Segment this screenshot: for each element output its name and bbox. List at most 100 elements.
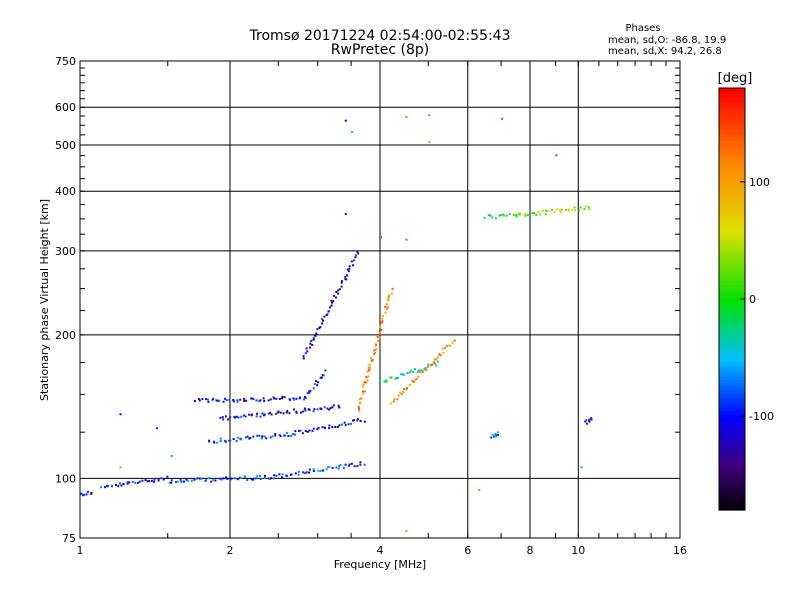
colorbar-segment — [719, 242, 745, 247]
echo-point — [297, 470, 300, 473]
echo-point — [308, 390, 311, 393]
echo-point — [221, 416, 224, 419]
echo-point — [272, 477, 275, 480]
echo-point — [358, 398, 361, 401]
echo-point — [337, 289, 340, 292]
echo-point — [224, 397, 226, 400]
echo-point — [244, 476, 247, 478]
echo-point — [584, 205, 587, 208]
echo-point — [344, 463, 347, 466]
echo-point — [545, 209, 547, 212]
echo-point — [237, 416, 240, 419]
colorbar-segment — [719, 263, 745, 268]
colorbar-segment — [719, 256, 745, 261]
echo-point — [451, 341, 454, 344]
echo-point — [339, 463, 342, 466]
echo-point — [358, 402, 361, 404]
echo-point — [322, 374, 325, 377]
echo-point — [435, 364, 438, 367]
echo-point — [401, 373, 404, 376]
echo-point — [239, 398, 242, 401]
echo-point — [313, 334, 316, 337]
echo-point — [501, 213, 504, 216]
echo-point — [431, 363, 434, 366]
echo-point — [315, 332, 318, 335]
colorbar-segment — [719, 295, 745, 300]
echo-point — [80, 492, 83, 495]
echo-point — [405, 388, 408, 391]
echo-point — [524, 215, 527, 217]
x-tick-label: 6 — [464, 544, 471, 557]
echo-point — [186, 479, 189, 482]
colorbar-segment — [719, 197, 745, 202]
echo-point — [538, 213, 541, 216]
echo-point — [489, 214, 492, 217]
echo-point — [258, 400, 261, 403]
echo-point — [118, 482, 121, 485]
echo-point — [373, 349, 376, 352]
echo-point — [347, 423, 350, 426]
echo-point — [312, 468, 315, 471]
echo-point — [198, 399, 201, 402]
echo-point — [86, 490, 89, 493]
echo-point — [417, 370, 420, 373]
echo-point — [215, 399, 218, 402]
colorbar-segment — [719, 471, 745, 476]
echo-point — [388, 294, 391, 297]
echo-point — [304, 396, 307, 399]
y-tick-label: 750 — [55, 55, 76, 68]
echo-point — [391, 287, 394, 290]
echo-point — [219, 416, 222, 419]
colorbar-segment — [719, 376, 745, 381]
echo-point — [278, 473, 281, 476]
echo-point — [212, 397, 215, 400]
echo-point — [386, 306, 389, 309]
colorbar-segment — [719, 91, 745, 96]
y-tick-label: 400 — [55, 185, 76, 198]
colorbar-segment — [719, 126, 745, 131]
colorbar-segment — [719, 478, 745, 483]
echo-point — [433, 362, 436, 365]
colorbar-segment — [719, 408, 745, 413]
echo-point — [261, 435, 264, 438]
echo-point — [338, 424, 341, 427]
echo-point — [250, 478, 253, 481]
echo-point — [302, 355, 305, 358]
echo-point — [587, 206, 590, 208]
echo-point — [367, 375, 370, 378]
echo-point — [85, 493, 88, 496]
colorbar-segment — [719, 302, 745, 307]
echo-point — [370, 359, 373, 362]
colorbar-segment — [719, 492, 745, 497]
echo-point — [312, 387, 315, 390]
echo-point — [449, 344, 452, 347]
echo-point — [106, 485, 109, 488]
echo-point — [225, 476, 228, 479]
echo-point — [387, 296, 390, 299]
echo-point — [234, 416, 237, 419]
echo-point — [354, 256, 357, 259]
echo-point — [290, 434, 293, 437]
echo-point — [295, 410, 298, 413]
echo-point — [275, 397, 278, 400]
echo-point — [308, 346, 311, 349]
echo-point — [279, 435, 282, 438]
echo-point — [224, 415, 227, 418]
echo-point — [271, 435, 274, 438]
x-tick-label: 10 — [571, 544, 585, 557]
echo-point — [352, 259, 355, 262]
echo-point — [535, 214, 538, 216]
echo-point — [590, 418, 593, 421]
echo-point — [285, 411, 288, 414]
echo-point — [377, 340, 379, 342]
echo-point — [397, 394, 400, 397]
colorbar-segment — [719, 485, 745, 490]
echo-point — [348, 267, 351, 270]
echo-point — [273, 474, 276, 477]
echo-point — [424, 367, 427, 370]
echo-point — [337, 467, 340, 470]
colorbar-tick-label: 0 — [749, 293, 756, 306]
echo-point — [90, 492, 93, 495]
echo-point — [185, 478, 188, 481]
echo-point — [421, 370, 424, 373]
